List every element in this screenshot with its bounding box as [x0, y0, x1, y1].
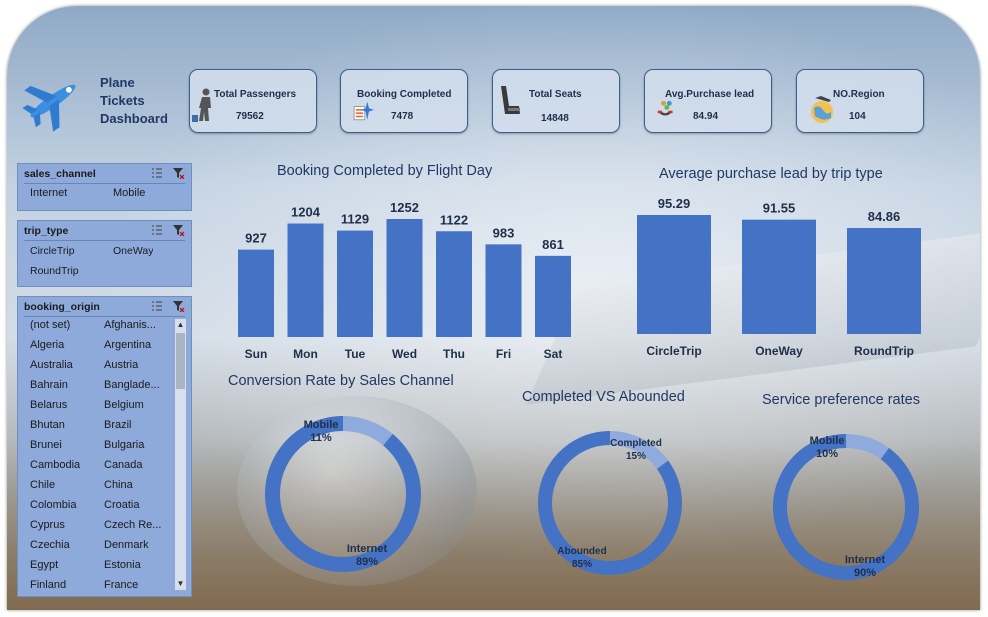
slicer-item-roundtrip[interactable]: RoundTrip — [30, 265, 79, 277]
slicer-title: trip_type — [24, 225, 69, 237]
dashboard-title: Plane Tickets Dashboard — [100, 74, 180, 128]
kpi-value: 104 — [849, 111, 866, 122]
kpi-total-seats: Total Seats 14848 — [492, 69, 620, 133]
slicer-item-origin[interactable]: Algeria — [30, 339, 65, 351]
clear-filter-icon[interactable] — [173, 167, 185, 179]
airplane-logo-icon — [22, 84, 76, 132]
title-line-2: Tickets — [100, 93, 145, 108]
slicer-scrollbar[interactable]: ▲ ▼ — [175, 319, 186, 590]
slicer-title: sales_channel — [24, 168, 96, 180]
kpi-value: 84.94 — [693, 111, 719, 122]
slicer-item-origin[interactable]: Brunei — [30, 439, 62, 451]
kpi-label: Total Passengers — [214, 89, 297, 100]
scroll-down-icon[interactable]: ▼ — [176, 579, 185, 588]
kpi-label: Booking Completed — [357, 89, 452, 100]
slicer-item-origin[interactable]: (not set) — [30, 319, 71, 331]
kpi-no-region: NO.Region 104 — [796, 69, 924, 133]
chart-title-completed-vs-abounded: Completed VS Abounded — [522, 389, 685, 405]
passenger-icon — [192, 88, 211, 122]
slicer-item-origin[interactable]: Argentina — [104, 339, 152, 351]
clear-filter-icon[interactable] — [173, 224, 185, 236]
slicer-item-origin[interactable]: Czechia — [30, 539, 70, 551]
title-line-1: Plane — [100, 75, 135, 90]
slicer-item-origin[interactable]: Bulgaria — [104, 439, 145, 451]
booking-icon — [353, 101, 374, 121]
slicer-title: booking_origin — [24, 301, 100, 313]
scroll-thumb[interactable] — [176, 333, 185, 389]
kpi-booking-completed: Booking Completed 7478 — [340, 69, 468, 133]
slicer-item-origin[interactable]: Belgium — [104, 399, 144, 411]
multi-select-icon[interactable] — [151, 167, 163, 179]
slicer-item-origin[interactable]: China — [104, 479, 133, 491]
slicer-item-origin[interactable]: Cyprus — [30, 519, 65, 531]
multi-select-icon[interactable] — [151, 300, 163, 312]
kpi-label: Avg.Purchase lead — [665, 89, 755, 100]
slicer-item-origin[interactable]: Finland — [30, 579, 67, 591]
slicer-item-origin[interactable]: Czech Re... — [104, 519, 162, 531]
kpi-total-passengers: Total Passengers 79562 — [189, 69, 317, 133]
slicer-item-origin[interactable]: Egypt — [30, 559, 59, 571]
slicer-item-oneway[interactable]: OneWay — [113, 245, 154, 257]
slicer-item-mobile[interactable]: Mobile — [113, 187, 146, 199]
title-line-3: Dashboard — [100, 111, 168, 126]
multi-select-icon[interactable] — [151, 224, 163, 236]
slicer-item-origin[interactable]: Brazil — [104, 419, 132, 431]
slicer-item-circletrip[interactable]: CircleTrip — [30, 245, 75, 257]
region-icon — [811, 96, 833, 123]
slicer-item-origin[interactable]: Estonia — [104, 559, 141, 571]
kpi-value: 14848 — [541, 113, 569, 124]
chart-title-conversion: Conversion Rate by Sales Channel — [228, 373, 454, 389]
slicer-item-origin[interactable]: Croatia — [104, 499, 140, 511]
slicer-item-origin[interactable]: Austria — [104, 359, 139, 371]
slicer-item-origin[interactable]: Canada — [104, 459, 143, 471]
slicer-item-origin[interactable]: Belarus — [30, 399, 68, 411]
seat-icon — [501, 86, 520, 114]
kpi-avg-purchase-lead: Avg.Purchase lead 84.94 — [644, 69, 772, 133]
kpi-value: 79562 — [236, 111, 264, 122]
slicer-item-origin[interactable]: Denmark — [104, 539, 149, 551]
kpi-label: NO.Region — [833, 89, 885, 100]
chart-title-purchase-lead: Average purchase lead by trip type — [659, 166, 883, 182]
booking-origin-slicer: booking_origin ▲ ▼ (not set) Afghanis... A… — [17, 296, 192, 597]
slicer-item-origin[interactable]: Cambodia — [30, 459, 81, 471]
slicer-item-origin[interactable]: France — [104, 579, 139, 591]
kpi-value: 7478 — [391, 111, 414, 122]
slicer-item-origin[interactable]: Chile — [30, 479, 56, 491]
slicer-item-origin[interactable]: Colombia — [30, 499, 77, 511]
slicer-item-origin[interactable]: Banglade... — [104, 379, 160, 391]
kpi-label: Total Seats — [529, 89, 582, 100]
sales-channel-slicer: sales_channel Internet Mobile — [17, 163, 192, 211]
purchase-lead-icon — [657, 100, 673, 116]
slicer-item-origin[interactable]: Afghanis... — [104, 319, 156, 331]
chart-title-service-preference: Service preference rates — [762, 392, 920, 408]
slicer-item-origin[interactable]: Bhutan — [30, 419, 65, 431]
clear-filter-icon[interactable] — [173, 300, 185, 312]
slicer-item-origin[interactable]: Bahrain — [30, 379, 68, 391]
slicer-item-internet[interactable]: Internet — [30, 187, 68, 199]
slicer-item-origin[interactable]: Australia — [30, 359, 73, 371]
scroll-up-icon[interactable]: ▲ — [176, 320, 185, 329]
trip-type-slicer: trip_type CircleTrip OneWay RoundTrip — [17, 220, 192, 287]
chart-title-flight-day: Booking Completed by Flight Day — [277, 163, 493, 179]
